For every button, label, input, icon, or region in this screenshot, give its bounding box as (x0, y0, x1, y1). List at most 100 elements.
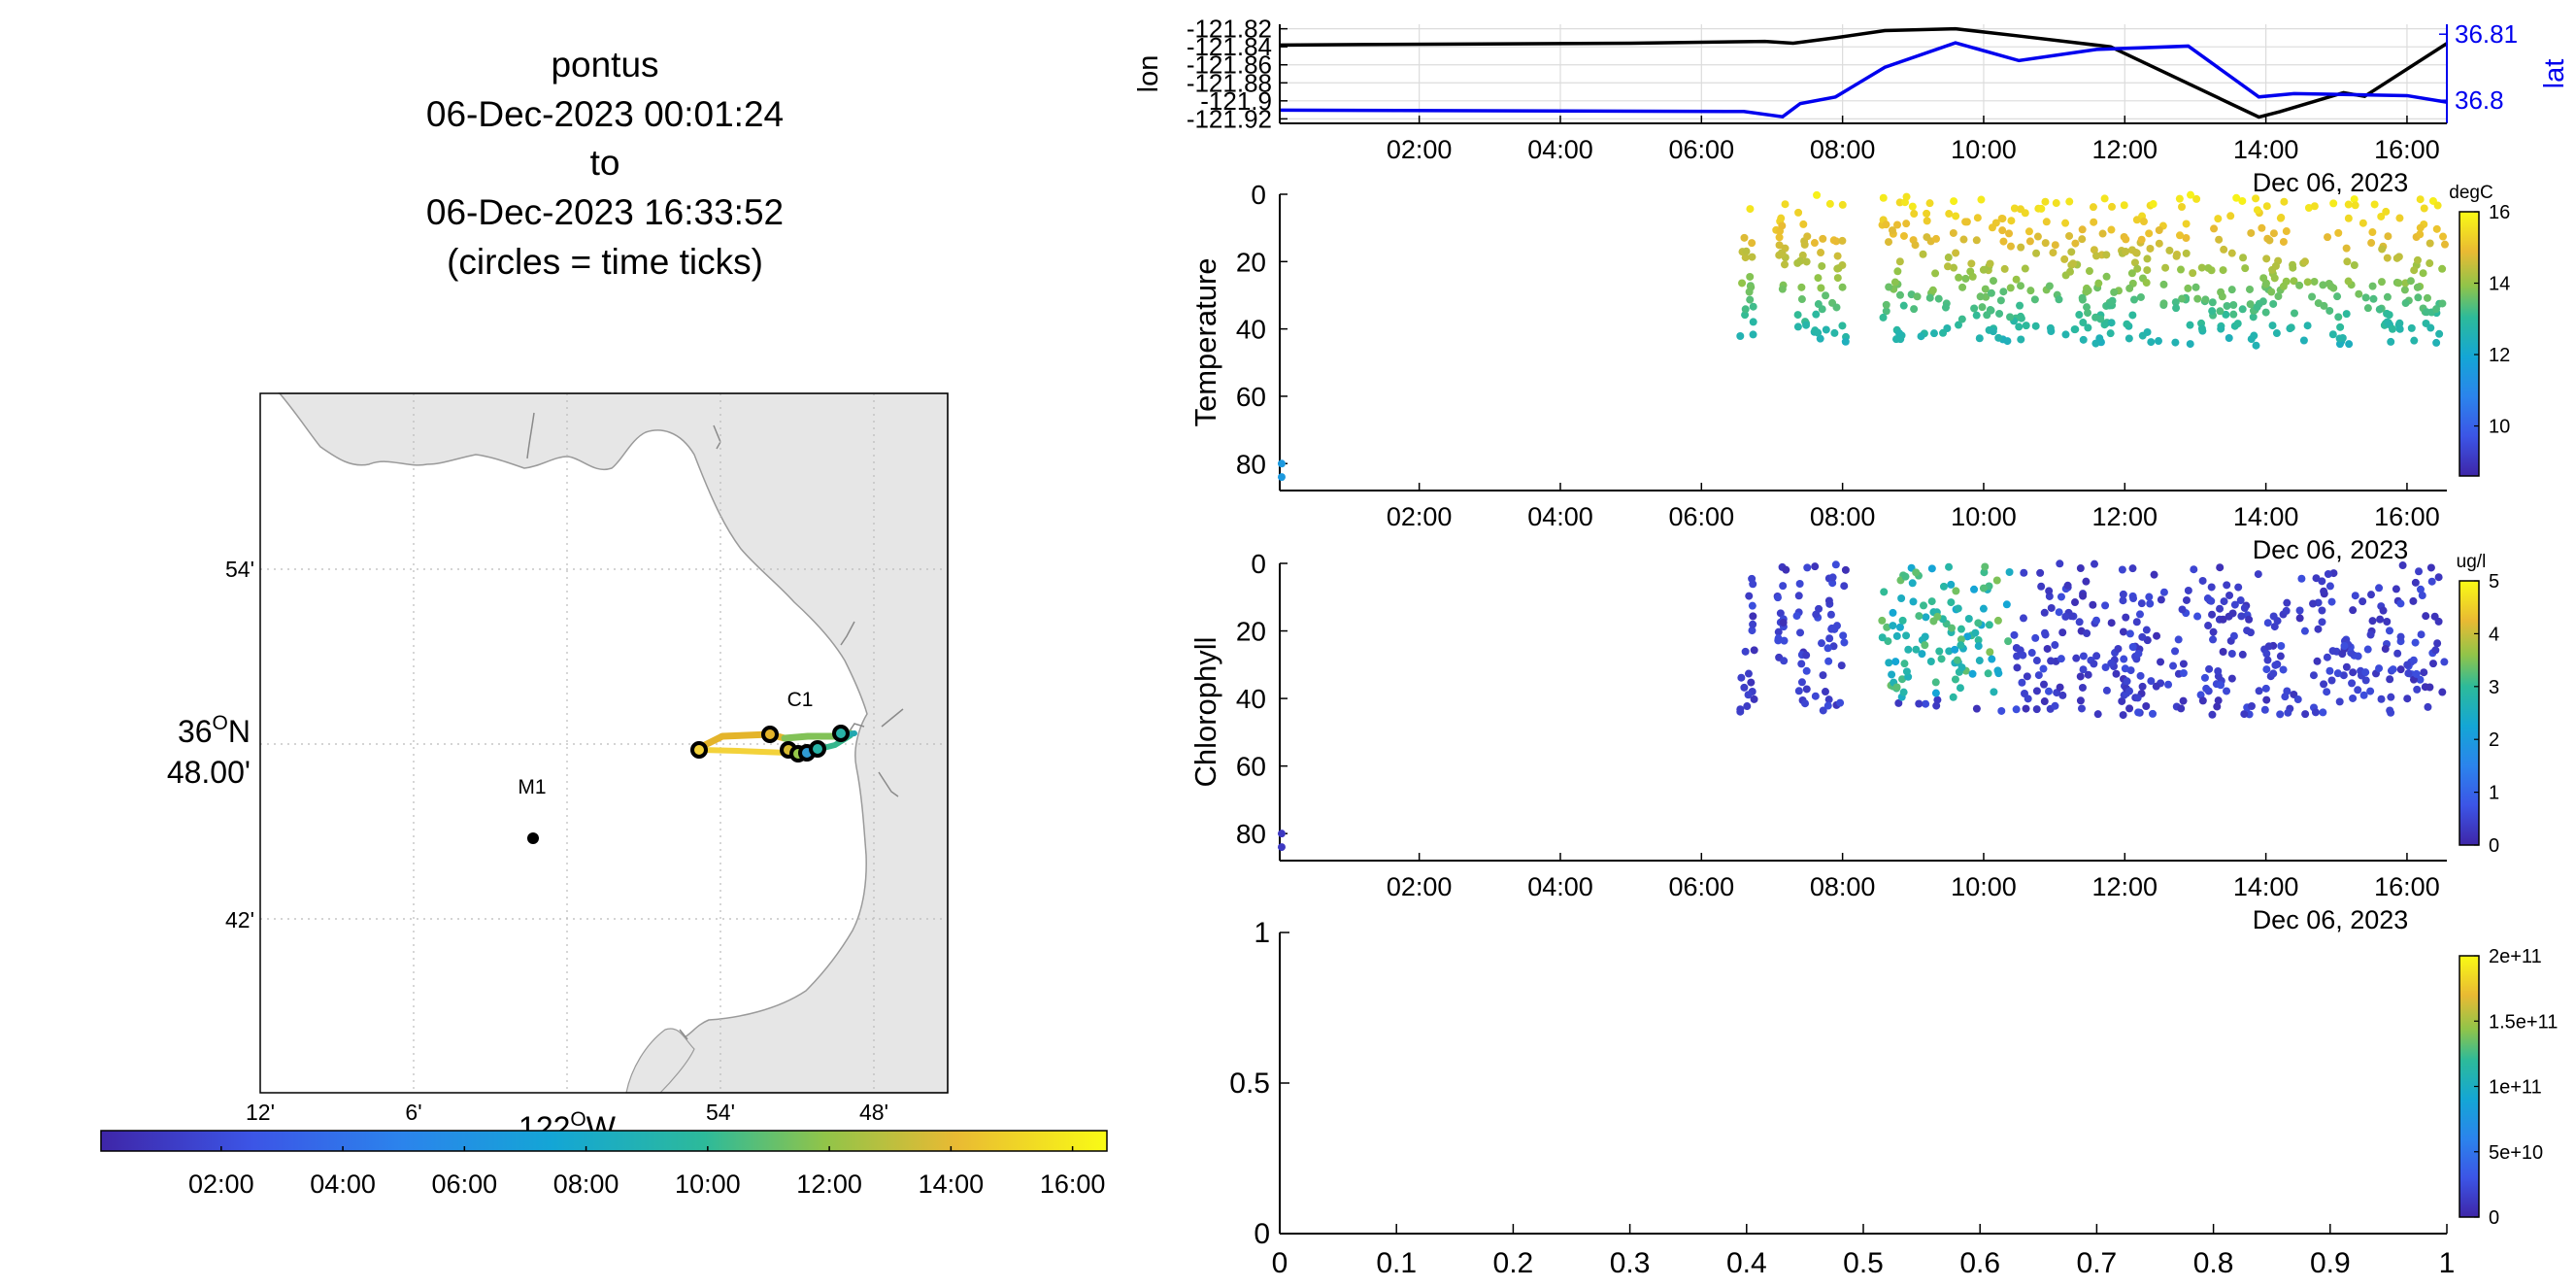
chlorophyll-point (1782, 565, 1790, 574)
chlorophyll-point (1926, 658, 1935, 666)
colorbar-tick-label: 10:00 (675, 1169, 741, 1199)
colorbar-tick-label: 2 (2489, 729, 2499, 751)
colorbar-tick-label: 0 (2489, 1207, 2499, 1229)
temperature-point (1797, 283, 1806, 291)
colorbar-tick-label: 12 (2489, 345, 2510, 366)
chlorophyll-point (1839, 631, 1848, 640)
chlorophyll-point (2128, 564, 2137, 573)
temperature-point (2238, 305, 2247, 314)
temperature-point (2395, 324, 2404, 333)
colorbar-title: degC (2449, 183, 2492, 203)
x-tick-label: 04:00 (1527, 502, 1593, 531)
y-tick-label: 80 (1236, 819, 1266, 849)
chlorophyll-point (2325, 582, 2334, 591)
temperature-point (1895, 329, 1904, 338)
chlorophyll-point (2263, 656, 2272, 664)
temperature-point (1879, 313, 1888, 322)
chlorophyll-point (1802, 666, 1811, 675)
x-tick-label: 12:00 (2092, 502, 2158, 531)
chlorophyll-point (2223, 581, 2231, 590)
chlorophyll-point (2149, 709, 2158, 718)
chlorophyll-point (1883, 623, 1891, 631)
temperature-point (1812, 310, 1821, 319)
chlorophyll-point (2075, 618, 2084, 627)
temperature-point (2387, 337, 2395, 346)
colorbar-chlorophyll (2459, 580, 2480, 846)
chlorophyll-point (2220, 597, 2228, 606)
temperature-point (2108, 202, 2117, 211)
chlorophyll-point (1797, 660, 1806, 668)
temperature-point (1825, 199, 1834, 208)
chlorophyll-point (2254, 570, 2262, 579)
temperature-point (2094, 279, 2103, 288)
chlorophyll-point (2238, 650, 2247, 659)
chlorophyll-point (1897, 593, 1906, 602)
chlorophyll-point (2283, 598, 2292, 607)
x-tick-label: 04:00 (1527, 872, 1593, 901)
chlorophyll-point (1997, 706, 2006, 715)
chlorophyll-point (1828, 573, 1837, 582)
temperature-point (2274, 292, 2283, 301)
temperature-point (2042, 218, 2051, 226)
colorbar-tick-label: 0 (2489, 835, 2499, 857)
chlorophyll-point (2174, 635, 2183, 644)
chlorophyll-point (2333, 669, 2342, 678)
temperature-point (1895, 290, 1904, 299)
temperature-point (2395, 319, 2404, 327)
title-line-5: (circles = time ticks) (447, 242, 763, 282)
temperature-point (1972, 311, 1981, 320)
temperature-point (2406, 277, 2415, 286)
temperature-point (2083, 303, 2091, 312)
chlorophyll-point (1828, 579, 1837, 588)
chlorophyll-point (1737, 673, 1746, 682)
chlorophyll-point (2043, 644, 2052, 653)
temperature-point (2303, 322, 2312, 330)
temperature-point (2413, 283, 2422, 291)
chlorophyll-point (1841, 565, 1850, 574)
temperature-point (2336, 322, 2345, 331)
temperature-point (2384, 232, 2392, 241)
chlorophyll-point (1892, 631, 1901, 640)
time-tick-circle (690, 741, 708, 759)
chlorophyll-point (2216, 604, 2225, 613)
y-axis-label: Chlorophyll (1188, 636, 1222, 787)
x-tick-label: 04:00 (1527, 135, 1593, 164)
chlorophyll-point (2129, 594, 2138, 603)
chlorophyll-point (1899, 688, 1908, 696)
chlorophyll-point (2125, 629, 2134, 638)
chlorophyll-point (2227, 649, 2236, 658)
title-line-2: 06-Dec-2023 00:01:24 (426, 94, 784, 134)
temperature-point (1981, 285, 1990, 293)
chlorophyll-point (2312, 574, 2321, 583)
temperature-point (1746, 272, 1755, 281)
temperature-point (2295, 281, 2304, 289)
temperature-point (2130, 295, 2139, 304)
chlorophyll-point (2122, 613, 2130, 622)
x-tick-label: 10:00 (1951, 502, 2017, 531)
temperature-point (2137, 235, 2146, 244)
chlorophyll-point (1780, 657, 1789, 665)
chlorophyll-point (1935, 647, 1944, 656)
map-lat-main-line2: 48.00' (167, 755, 251, 790)
y-tick-label: 0 (1254, 1218, 1270, 1250)
chlorophyll-point (2217, 681, 2225, 690)
map-lon-tick-6: 6' (405, 1100, 421, 1125)
temperature-point (1950, 197, 1958, 206)
chlorophyll-point (2219, 615, 2227, 624)
chlorophyll-point (2208, 610, 2217, 619)
chlorophyll-point (2032, 657, 2041, 665)
chlorophyll-point (2228, 609, 2237, 618)
chlorophyll-point (1745, 592, 1754, 600)
chlorophyll-point (2004, 637, 2013, 646)
x-tick-label: 12:00 (2092, 135, 2158, 164)
x-tick-label: 0 (1272, 1247, 1288, 1279)
chlorophyll-point (1931, 689, 1940, 697)
temperature-point (2204, 263, 2213, 272)
temperature-panel: 0 20 40 60 80 Temperature 02:00 04:00 06:00 08:00… (1188, 180, 2510, 564)
temperature-point (2416, 195, 2425, 204)
temperature-point (1833, 264, 1842, 273)
temperature-point (1741, 305, 1750, 314)
temperature-point (2261, 308, 2270, 317)
chlorophyll-point (1912, 645, 1921, 654)
chlorophyll-point (2297, 574, 2306, 583)
